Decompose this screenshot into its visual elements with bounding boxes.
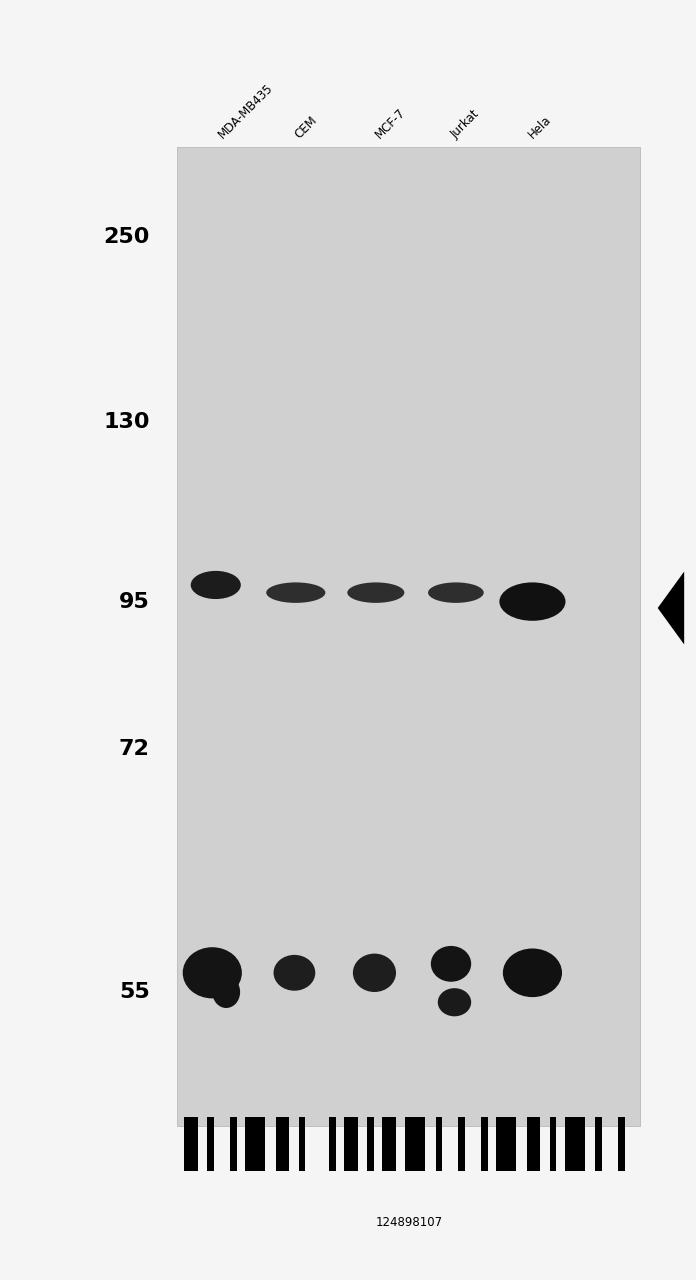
Bar [203, 178, 615, 1096]
Bar [299, 1117, 306, 1171]
Bar [329, 1117, 335, 1171]
Ellipse shape [347, 582, 404, 603]
Text: 55: 55 [119, 982, 150, 1002]
Ellipse shape [274, 955, 315, 991]
Bar [550, 1117, 556, 1171]
Bar [565, 1117, 585, 1171]
Text: Jurkat: Jurkat [449, 108, 482, 141]
Text: CEM: CEM [292, 114, 319, 141]
Bar [382, 1117, 395, 1171]
Ellipse shape [438, 988, 471, 1016]
Bar [436, 1117, 442, 1171]
Ellipse shape [182, 947, 242, 998]
Text: 130: 130 [103, 412, 150, 433]
Bar [207, 1117, 214, 1171]
Ellipse shape [500, 582, 565, 621]
Polygon shape [658, 571, 684, 644]
Ellipse shape [503, 948, 562, 997]
Text: 72: 72 [119, 739, 150, 759]
Text: 124898107: 124898107 [375, 1216, 443, 1229]
Bar [245, 1117, 265, 1171]
Bar [230, 1117, 237, 1171]
Ellipse shape [428, 582, 484, 603]
Text: 95: 95 [119, 591, 150, 612]
Ellipse shape [431, 946, 471, 982]
Bar [177, 147, 640, 1126]
Text: 250: 250 [103, 227, 150, 247]
Text: MDA-MB435: MDA-MB435 [216, 81, 276, 141]
Bar [194, 168, 624, 1106]
Bar [184, 1117, 198, 1171]
Bar [481, 1117, 488, 1171]
Ellipse shape [191, 571, 241, 599]
Bar [177, 147, 640, 1126]
Bar [186, 157, 632, 1116]
Ellipse shape [212, 975, 240, 1009]
Bar [595, 1117, 602, 1171]
Bar [459, 1117, 465, 1171]
Bar [527, 1117, 540, 1171]
Bar [618, 1117, 625, 1171]
Bar [211, 188, 607, 1085]
Bar [345, 1117, 358, 1171]
Bar [276, 1117, 289, 1171]
Bar [367, 1117, 374, 1171]
Ellipse shape [353, 954, 396, 992]
Ellipse shape [266, 582, 325, 603]
Text: Hela: Hela [525, 113, 553, 141]
Bar [405, 1117, 425, 1171]
Bar [496, 1117, 516, 1171]
Text: MCF-7: MCF-7 [372, 105, 408, 141]
